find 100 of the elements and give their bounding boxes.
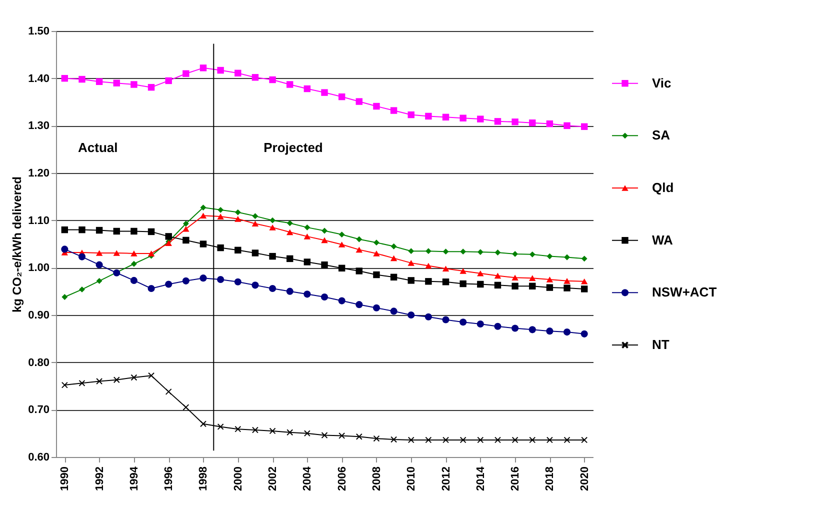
point — [442, 278, 450, 286]
point — [580, 123, 588, 130]
point — [425, 262, 432, 269]
point — [252, 74, 259, 81]
point — [304, 290, 311, 298]
point — [286, 429, 294, 436]
legend-label: Qld — [652, 180, 674, 196]
point — [564, 278, 570, 284]
point — [234, 278, 242, 286]
annotation: Projected — [264, 140, 323, 156]
point — [529, 119, 536, 126]
point — [62, 294, 68, 300]
point — [442, 248, 449, 255]
point — [338, 93, 346, 100]
point — [217, 66, 224, 74]
point — [252, 213, 258, 220]
point — [268, 284, 276, 292]
point — [130, 276, 138, 284]
x-tick-label: 1990 — [59, 466, 72, 491]
point — [356, 268, 362, 274]
point — [218, 206, 224, 213]
point — [425, 248, 432, 254]
point — [165, 280, 172, 288]
point — [477, 116, 484, 122]
point — [182, 236, 190, 244]
point — [373, 250, 380, 256]
point — [494, 250, 501, 256]
legend-label: SA — [652, 128, 671, 143]
point — [304, 224, 310, 230]
x-tick-label: 2010 — [406, 466, 418, 491]
point — [338, 432, 346, 439]
point — [528, 326, 536, 334]
point — [374, 240, 380, 246]
point — [563, 328, 571, 336]
point — [321, 432, 328, 438]
y-tick-label: 1.50 — [28, 26, 50, 38]
point — [270, 217, 276, 224]
point — [96, 378, 103, 385]
y-tick-label: 0.70 — [28, 404, 50, 416]
point — [96, 278, 102, 284]
point — [234, 70, 242, 76]
point — [442, 114, 450, 120]
annotation: Actual — [78, 140, 118, 156]
legend-label: NSW+ACT — [652, 284, 717, 300]
point — [408, 260, 414, 266]
point — [460, 248, 466, 255]
y-tick-label: 1.00 — [28, 262, 50, 274]
point — [372, 304, 380, 312]
legend-label: NT — [652, 337, 670, 352]
point — [546, 436, 553, 444]
point — [580, 278, 588, 284]
point — [338, 264, 346, 272]
point — [460, 114, 466, 122]
point — [338, 232, 345, 238]
x-tick-label: 2016 — [510, 466, 522, 491]
point — [252, 250, 259, 256]
point — [477, 436, 484, 444]
point — [165, 388, 172, 395]
point — [460, 436, 466, 444]
point — [338, 242, 346, 248]
point — [182, 226, 190, 232]
point — [286, 229, 294, 236]
point — [460, 280, 466, 288]
point — [130, 374, 138, 381]
point — [322, 228, 328, 234]
point — [148, 284, 155, 292]
point — [425, 278, 432, 285]
point — [182, 277, 190, 284]
legend-label: Vic — [652, 75, 672, 90]
point — [580, 330, 588, 338]
point — [408, 311, 415, 319]
point — [442, 316, 450, 324]
point — [529, 275, 536, 281]
point — [373, 435, 380, 442]
point — [321, 237, 328, 244]
point — [546, 328, 554, 335]
point — [529, 436, 536, 444]
point — [512, 274, 518, 281]
point — [477, 280, 484, 288]
point — [96, 261, 103, 268]
point — [130, 81, 138, 88]
point — [320, 293, 328, 301]
point — [390, 107, 398, 114]
point — [200, 212, 207, 219]
point — [130, 250, 138, 256]
point — [182, 70, 190, 77]
point — [408, 248, 414, 254]
point — [529, 282, 536, 290]
point — [182, 220, 189, 227]
y-tick-label: 1.10 — [28, 214, 50, 227]
point — [148, 228, 155, 236]
point — [304, 234, 311, 240]
point — [130, 228, 138, 235]
point — [408, 436, 414, 444]
x-tick-label: 2020 — [578, 466, 591, 491]
point — [165, 233, 172, 240]
point — [78, 380, 86, 386]
point — [373, 271, 380, 278]
point — [408, 277, 414, 284]
point — [581, 256, 588, 262]
